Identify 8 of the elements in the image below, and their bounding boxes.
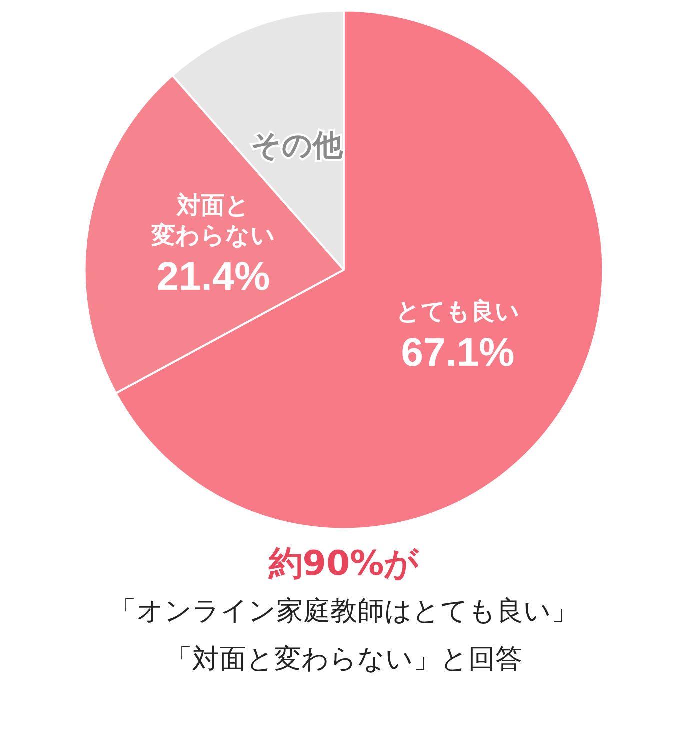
slice-label: 対面と変わらない — [150, 192, 276, 250]
slice-label: その他 — [251, 129, 344, 162]
text: 約90%が — [268, 543, 420, 586]
slice-label: とても良い — [396, 298, 520, 326]
data-label: 67.1% — [401, 330, 515, 375]
text: 「オンライン家庭教師はとても良い」 — [108, 595, 580, 629]
data-label: 21.4% — [156, 254, 270, 299]
text: 「対面と変わらない」と回答 — [164, 643, 524, 677]
